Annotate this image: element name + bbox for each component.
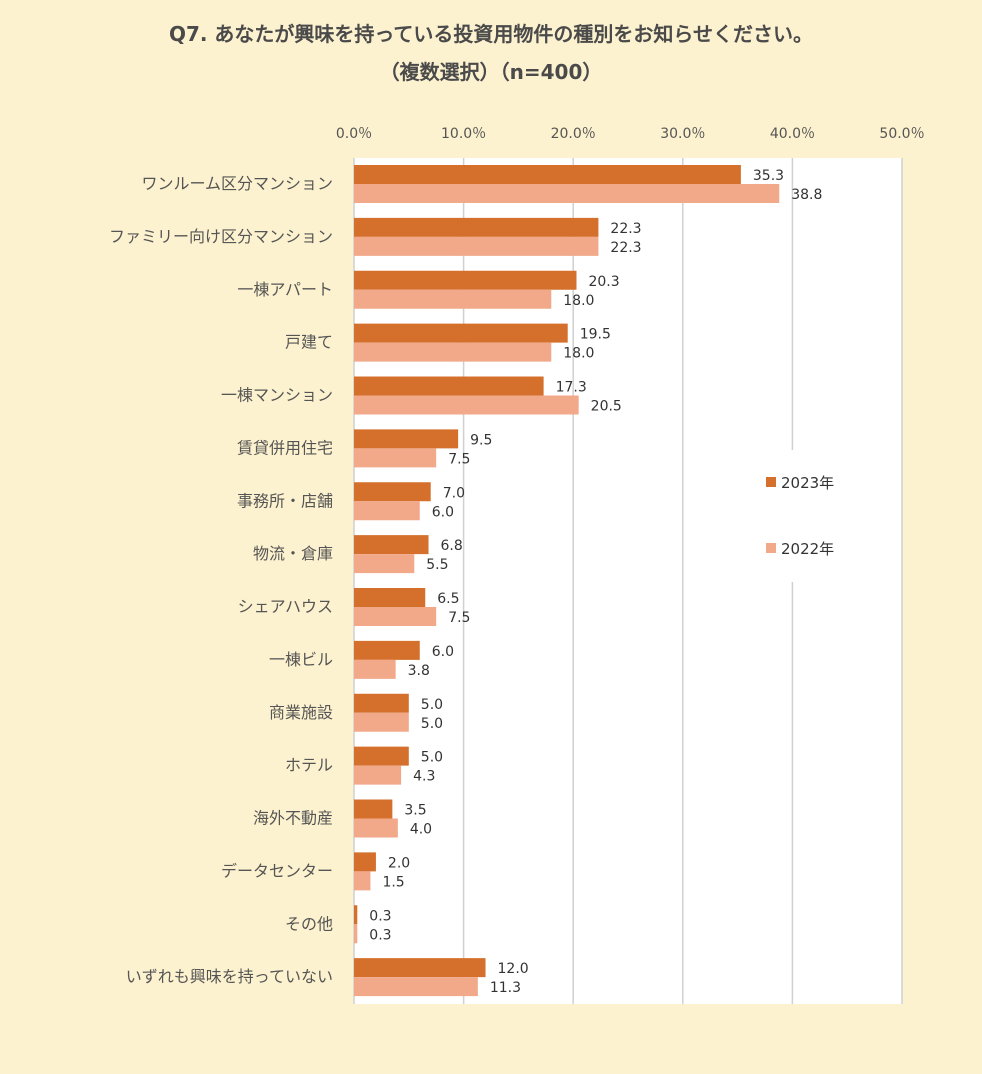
bar-series1: [354, 905, 358, 925]
data-label: 7.0: [443, 485, 465, 501]
bar-series2: [354, 236, 599, 256]
data-label: 12.0: [498, 961, 529, 977]
legend-label: 2023年: [781, 474, 834, 492]
data-label: 38.8: [791, 187, 822, 203]
data-label: 19.5: [580, 327, 611, 343]
x-tick-label: 0.0％: [336, 126, 372, 142]
category-label: その他: [285, 914, 333, 933]
bar-series1: [354, 535, 429, 555]
bar-series1: [354, 693, 409, 713]
bar-series2: [354, 818, 398, 838]
bar-series2: [354, 184, 780, 203]
data-label: 2.0: [388, 855, 410, 871]
data-label: 18.0: [563, 346, 594, 362]
x-tick-label: 40.0％: [770, 126, 815, 142]
legend-swatch: [766, 477, 776, 487]
chart-title-line2: （複数選択）（n=400）: [379, 60, 603, 84]
category-label: いずれも興味を持っていない: [126, 967, 333, 986]
bar-series1: [354, 588, 426, 607]
legend-swatch: [766, 543, 776, 553]
category-label: ワンルーム区分マンション: [141, 174, 333, 193]
bar-series1: [354, 746, 409, 766]
category-label: 戸建て: [285, 333, 333, 352]
data-label: 18.0: [563, 293, 594, 309]
category-label: 一棟アパート: [237, 280, 333, 299]
bar-series2: [354, 554, 415, 574]
x-tick-label: 10.0％: [441, 126, 486, 142]
bar-series2: [354, 765, 402, 785]
bar-series1: [354, 323, 568, 343]
data-label: 7.5: [448, 610, 470, 626]
data-label: 20.3: [588, 274, 619, 290]
category-label: 賃貸併用住宅: [237, 438, 333, 457]
x-tick-label: 50.0％: [879, 126, 924, 142]
bar-series1: [354, 165, 741, 184]
legend-label: 2022年: [781, 540, 834, 558]
category-label: 一棟ビル: [269, 650, 333, 669]
bar-series2: [354, 448, 437, 468]
data-label: 6.0: [432, 644, 454, 660]
bar-series2: [354, 924, 358, 944]
bar-series1: [354, 217, 599, 237]
data-label: 17.3: [556, 380, 587, 396]
data-label: 6.5: [437, 591, 459, 607]
bar-series2: [354, 289, 552, 309]
bar-series2: [354, 871, 371, 891]
data-label: 22.3: [610, 240, 641, 256]
bar-series2: [354, 501, 420, 521]
bar-series1: [354, 640, 420, 660]
data-label: 3.5: [404, 803, 426, 819]
bar-series1: [354, 852, 376, 872]
category-label: 事務所・店舗: [237, 491, 333, 510]
bar-series2: [354, 977, 478, 997]
x-tick-label: 30.0％: [660, 126, 705, 142]
data-label: 4.3: [413, 769, 435, 785]
data-label: 0.3: [369, 908, 391, 924]
category-label: ホテル: [285, 756, 333, 775]
category-label: 海外不動産: [253, 809, 333, 828]
bar-series1: [354, 799, 393, 819]
category-label: ファミリー向け区分マンション: [109, 227, 333, 246]
data-label: 3.8: [408, 663, 430, 679]
bar-series2: [354, 659, 396, 679]
data-label: 20.5: [591, 399, 622, 415]
bar-series2: [354, 395, 579, 415]
data-label: 6.8: [441, 538, 463, 554]
bar-series1: [354, 958, 486, 978]
data-label: 9.5: [470, 432, 492, 448]
data-label: 6.0: [432, 504, 454, 520]
bar-series2: [354, 342, 552, 362]
legend-box: [752, 450, 842, 582]
data-label: 5.5: [426, 557, 448, 573]
data-label: 5.0: [421, 716, 443, 732]
bar-series2: [354, 607, 437, 626]
category-label: 物流・倉庫: [253, 544, 333, 563]
data-label: 5.0: [421, 750, 443, 766]
data-label: 22.3: [610, 221, 641, 237]
data-label: 11.3: [490, 980, 521, 996]
data-label: 4.0: [410, 822, 432, 838]
bar-series2: [354, 712, 409, 732]
category-label: データセンター: [221, 861, 333, 880]
data-label: 7.5: [448, 451, 470, 467]
category-label: 一棟マンション: [221, 386, 333, 405]
data-label: 5.0: [421, 697, 443, 713]
category-label: シェアハウス: [238, 597, 333, 616]
bar-series1: [354, 482, 431, 502]
bar-series1: [354, 270, 577, 290]
data-label: 0.3: [369, 927, 391, 943]
bar-series1: [354, 429, 459, 449]
category-label: 商業施設: [269, 703, 333, 722]
chart-title-line1: Q7. あなたが興味を持っている投資用物件の種別をお知らせください。: [168, 22, 814, 46]
x-tick-label: 20.0％: [551, 126, 596, 142]
data-label: 1.5: [382, 874, 404, 890]
bar-series1: [354, 376, 544, 396]
data-label: 35.3: [753, 168, 784, 184]
